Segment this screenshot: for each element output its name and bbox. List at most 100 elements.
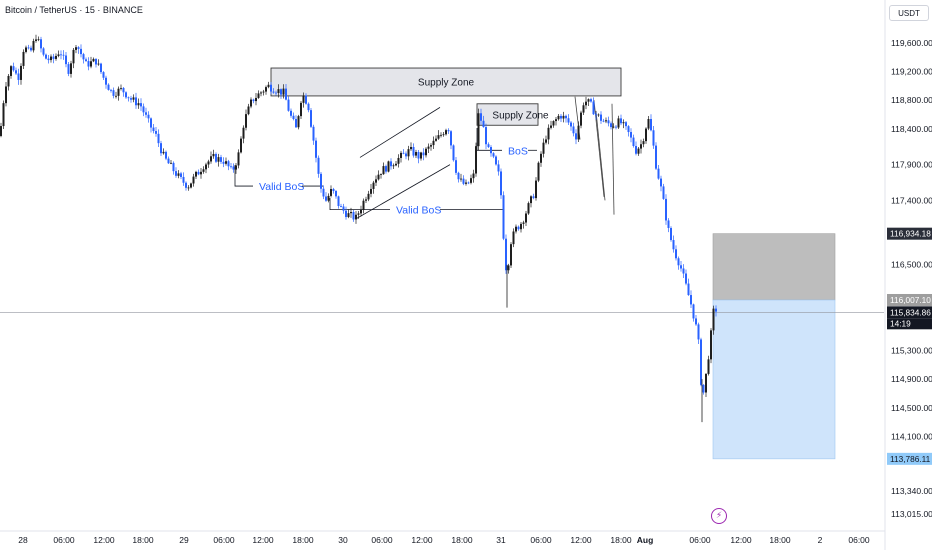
candle-body-19 (47, 58, 50, 61)
candle-body-187 (467, 182, 470, 184)
candle-body-69 (172, 162, 175, 172)
candle-body-103 (257, 93, 260, 98)
candle-body-102 (255, 97, 257, 102)
candle-body-200 (500, 171, 502, 196)
candle-body-182 (455, 160, 457, 173)
candle-body-54 (135, 97, 137, 106)
candle-body-32 (80, 48, 82, 55)
candle-body-198 (495, 156, 497, 165)
candle-body-154 (385, 166, 387, 172)
candle-body-250 (625, 122, 627, 127)
candle-body-216 (540, 153, 542, 163)
candle-body-26 (65, 55, 67, 65)
candle-body-231 (577, 125, 580, 140)
candle-body-7 (17, 73, 20, 80)
candle-body-162 (405, 153, 407, 157)
candle-body-141 (352, 212, 355, 220)
candle-body-20 (50, 56, 52, 61)
candle-body-151 (377, 174, 380, 180)
candle-body-31 (77, 47, 80, 49)
candle-body-41 (102, 72, 105, 78)
candle-body-276 (690, 295, 692, 305)
candle-body-233 (582, 105, 585, 113)
candle-body-51 (127, 97, 130, 99)
candle-body-0 (0, 126, 2, 136)
candle-body-129 (322, 188, 325, 197)
candle-body-65 (162, 151, 165, 154)
candle-body-180 (450, 131, 452, 146)
candle-body-9 (22, 51, 25, 66)
candle-body-208 (520, 223, 522, 230)
candle-body-134 (335, 191, 337, 197)
candle-body-3 (7, 75, 10, 87)
candle-body-58 (145, 112, 147, 115)
candle-body-283 (707, 359, 710, 374)
candle-body-135 (337, 196, 340, 207)
candle-body-124 (310, 110, 312, 127)
candle-body-174 (435, 138, 437, 141)
candle-body-225 (562, 115, 565, 119)
candle-body-138 (345, 210, 347, 218)
candle-body-66 (165, 151, 167, 159)
candle-body-2 (5, 86, 7, 104)
price-tick-label: 113,340.00 (891, 486, 932, 496)
candle-body-16 (40, 39, 42, 49)
candle-body-220 (550, 125, 552, 128)
candle-body-263 (657, 168, 660, 179)
time-tick-label: 06:00 (689, 535, 711, 545)
currency-selector[interactable]: USDT (889, 5, 929, 21)
candle-body-85 (212, 153, 215, 157)
candle-body-232 (580, 112, 582, 126)
supply-zone-1 (270, 67, 622, 97)
candle-body-269 (672, 240, 675, 250)
price-tick-label: 119,600.00 (891, 38, 932, 48)
candle-body-78 (195, 171, 197, 177)
entry-price-badge-bg (887, 293, 932, 306)
candle-body-77 (192, 176, 195, 184)
candle-body-214 (535, 180, 537, 199)
candle-body-170 (425, 148, 427, 156)
candle-body-119 (297, 116, 300, 128)
candle-body-101 (252, 99, 255, 102)
last-price-badge: 115,834.86 (890, 307, 931, 317)
price-tick-label: 116,500.00 (891, 260, 932, 270)
candle-body-128 (320, 173, 322, 189)
candle-body-11 (27, 47, 30, 49)
candle-body-62 (155, 131, 157, 134)
candle-body-193 (482, 120, 485, 128)
candle-body-23 (57, 54, 60, 56)
candle-body-259 (647, 118, 650, 129)
candle-body-104 (260, 92, 262, 94)
candle-body-100 (250, 99, 252, 107)
candle-body-107 (267, 84, 270, 88)
time-tick-label: 06:00 (848, 535, 870, 545)
candle-body-12 (30, 47, 32, 51)
candle-body-268 (670, 227, 672, 241)
time-tick-label: 30 (338, 535, 348, 545)
candle-body-79 (197, 171, 200, 175)
lightning-alert-icon[interactable]: ⚡ (711, 508, 727, 524)
channel-lower-line (356, 164, 451, 219)
candle-body-282 (705, 373, 707, 393)
candle-body-271 (677, 258, 680, 266)
candle-body-147 (367, 193, 370, 200)
candle-body-47 (117, 88, 120, 96)
candle-body-83 (207, 161, 210, 165)
candle-body-243 (607, 120, 610, 124)
time-tick-label: 18:00 (132, 535, 154, 545)
candle-body-161 (402, 152, 405, 154)
candle-body-167 (417, 152, 420, 159)
candle-body-189 (472, 173, 475, 179)
candle-body-49 (122, 87, 125, 93)
candle-body-18 (45, 54, 47, 59)
candle-body-279 (697, 324, 700, 340)
candle-body-254 (635, 145, 637, 154)
candle-body-45 (112, 90, 115, 96)
candle-body-42 (105, 77, 107, 85)
time-tick-label: 18:00 (610, 535, 632, 545)
candle-body-81 (202, 169, 205, 172)
candle-body-234 (585, 101, 587, 106)
candle-body-91 (227, 161, 230, 167)
candle-body-196 (490, 147, 492, 154)
